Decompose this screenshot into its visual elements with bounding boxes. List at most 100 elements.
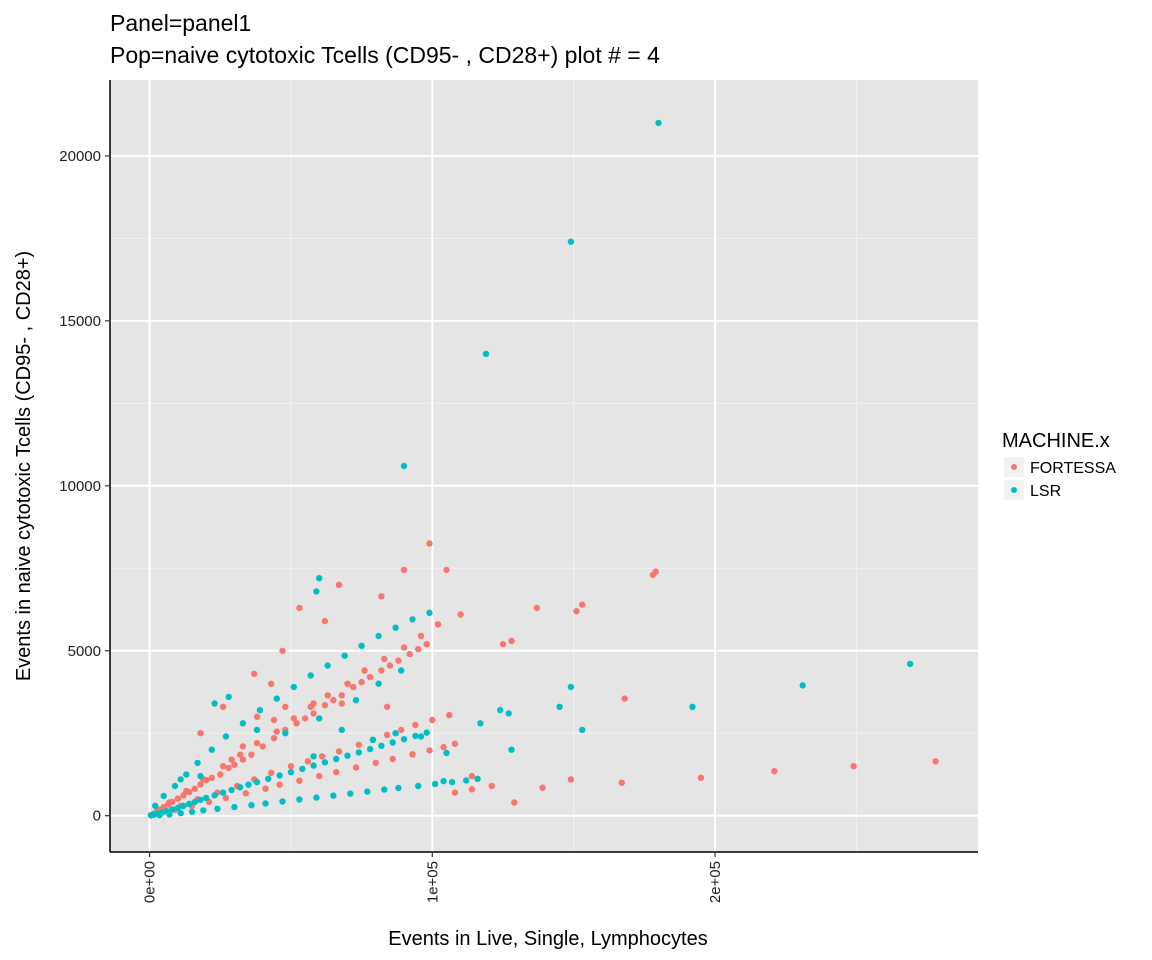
data-point xyxy=(361,667,368,674)
data-point xyxy=(166,811,173,818)
data-point xyxy=(324,692,331,699)
data-point xyxy=(217,771,224,778)
data-point xyxy=(239,720,247,727)
data-point xyxy=(191,798,198,806)
data-point xyxy=(398,726,405,734)
data-point xyxy=(426,609,433,616)
data-point xyxy=(253,739,261,747)
data-point xyxy=(389,739,396,746)
y-axis-label: Events in naive cytotoxic Tcells (CD95- … xyxy=(13,251,35,681)
data-point xyxy=(239,756,247,763)
data-point xyxy=(497,706,504,714)
data-point xyxy=(573,608,580,615)
data-point xyxy=(511,799,518,806)
chart-title: Panel=panel1 xyxy=(110,10,251,36)
series-lsr xyxy=(147,119,914,819)
data-point xyxy=(279,647,286,654)
data-point xyxy=(355,749,362,756)
data-point xyxy=(160,792,167,800)
data-point xyxy=(253,713,261,720)
data-point xyxy=(219,703,227,710)
data-point xyxy=(352,697,360,704)
data-point xyxy=(344,752,351,759)
data-point xyxy=(344,680,351,687)
data-point xyxy=(567,776,575,783)
data-point xyxy=(231,761,238,768)
y-tick-label: 10000 xyxy=(59,478,101,495)
data-point xyxy=(219,789,227,796)
data-point xyxy=(310,710,317,717)
data-point xyxy=(333,755,340,763)
data-point xyxy=(307,672,314,679)
data-point xyxy=(270,716,278,724)
chart-subtitle: Pop=naive cytotoxic Tcells (CD95- , CD28… xyxy=(110,42,660,68)
data-point xyxy=(310,762,317,769)
data-point xyxy=(268,680,275,687)
data-point xyxy=(364,788,371,795)
legend-title: MACHINE.x xyxy=(1002,430,1110,452)
data-point xyxy=(451,740,459,747)
data-point xyxy=(395,657,402,664)
data-point xyxy=(383,703,391,710)
data-point xyxy=(689,703,696,710)
data-point xyxy=(174,804,182,811)
data-point xyxy=(932,758,939,765)
data-point xyxy=(197,781,204,788)
data-point xyxy=(417,733,425,740)
data-point xyxy=(197,730,204,737)
data-point xyxy=(378,742,385,749)
data-point xyxy=(290,683,297,691)
data-point xyxy=(352,764,360,771)
data-point xyxy=(208,746,215,753)
data-point xyxy=(400,736,408,743)
data-point xyxy=(214,805,221,812)
data-point xyxy=(341,652,348,659)
data-point xyxy=(347,790,354,797)
data-point xyxy=(366,673,374,681)
legend-label-lsr: LSR xyxy=(1030,483,1061,500)
data-point xyxy=(426,540,433,547)
data-point xyxy=(276,772,283,779)
data-points xyxy=(147,119,939,819)
data-point xyxy=(409,616,416,623)
data-point xyxy=(296,777,303,784)
data-point xyxy=(262,785,269,792)
data-point xyxy=(443,749,450,757)
data-point xyxy=(505,710,512,717)
data-point xyxy=(378,593,385,600)
data-point xyxy=(567,683,575,691)
data-point xyxy=(463,777,470,784)
data-point xyxy=(316,772,323,780)
data-point xyxy=(310,753,317,760)
data-point xyxy=(579,726,586,734)
data-point xyxy=(279,798,286,805)
data-point xyxy=(655,119,662,127)
data-point xyxy=(618,779,625,786)
plot-panel xyxy=(110,80,978,852)
data-point xyxy=(222,794,230,802)
data-point xyxy=(171,782,179,790)
data-point xyxy=(392,624,399,631)
data-point xyxy=(245,781,252,788)
data-point xyxy=(177,809,184,817)
data-point xyxy=(429,716,436,724)
data-point xyxy=(468,786,476,793)
data-point xyxy=(474,775,481,782)
data-point xyxy=(369,736,377,743)
data-point xyxy=(457,611,464,618)
data-point xyxy=(443,566,450,574)
data-point xyxy=(567,238,575,245)
data-point xyxy=(468,772,476,780)
data-point xyxy=(316,575,323,582)
data-point xyxy=(621,695,628,702)
data-point xyxy=(265,775,272,782)
data-point xyxy=(355,741,362,748)
data-point xyxy=(174,795,182,802)
y-tick-label: 5000 xyxy=(68,643,101,660)
y-tick-label: 0 xyxy=(93,808,101,825)
data-point xyxy=(850,763,857,770)
data-point xyxy=(225,693,232,701)
data-point xyxy=(499,641,507,648)
data-point xyxy=(423,641,430,648)
